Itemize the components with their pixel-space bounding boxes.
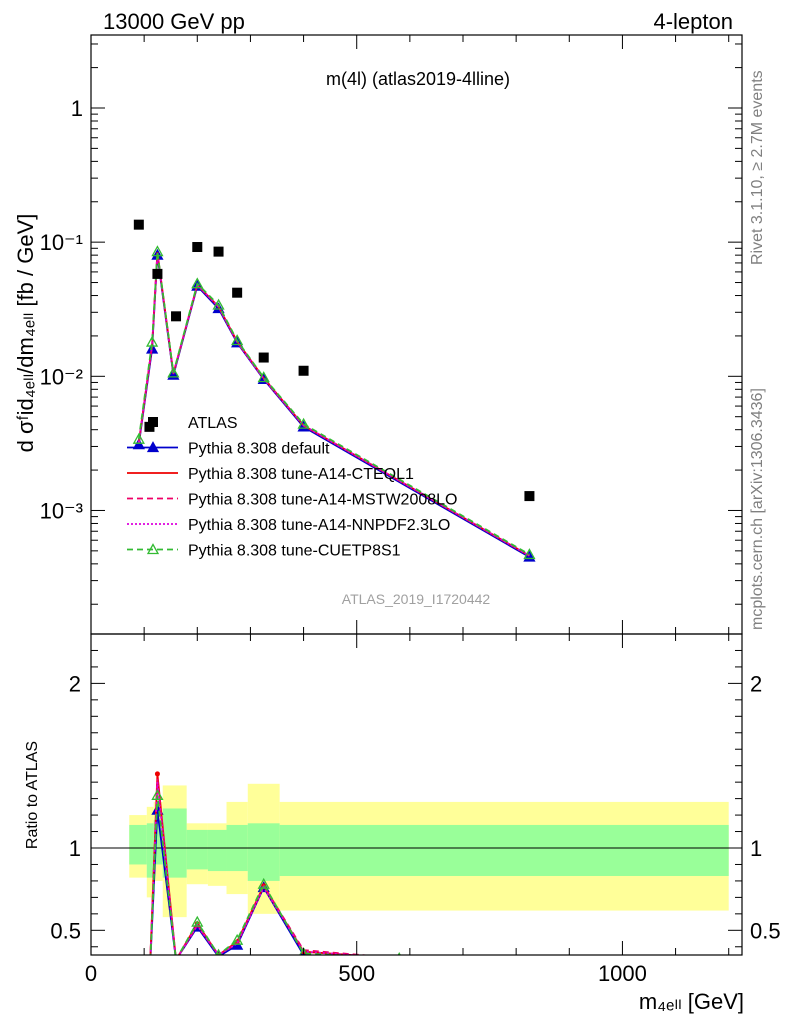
legend-entry: ATLAS (188, 415, 238, 432)
ratio-series-line-4 (149, 795, 353, 955)
ratio-series-marker-4 (299, 947, 309, 955)
ratio-series-marker-0 (144, 975, 154, 984)
legend-entry: Pythia 8.308 tune-A14-NNPDF2.3LO (188, 517, 450, 534)
legend-marker (146, 441, 160, 453)
ratio-band-inner (207, 829, 227, 872)
ratio-band-inner (162, 808, 187, 878)
main-series-line-4 (137, 251, 530, 556)
main-y-tick-label: 1 (71, 96, 83, 121)
ratio-series-marker-1 (174, 957, 179, 962)
ratio-series-marker-4 (231, 933, 244, 945)
ratio-series-marker-4 (151, 788, 164, 800)
data-point (213, 246, 224, 257)
rivet-label: Rivet 3.1.10, ≥ 2.7M events (749, 70, 766, 265)
ratio-series-marker-4 (191, 915, 204, 927)
header-right: 4-lepton (653, 9, 733, 34)
data-point (133, 219, 144, 230)
main-series-marker-4 (231, 334, 244, 346)
ratio-axis-ticks: 0.5 0.5 1 1 2 2 0 500 1000 (50, 634, 781, 986)
ratio-y-tick-label-right: 1 (750, 836, 762, 861)
main-y-tick-label: 10⁻¹ (40, 230, 83, 255)
main-series-marker-4 (167, 366, 180, 378)
ratio-series-line-3 (149, 782, 365, 955)
main-series-line-0 (137, 255, 530, 558)
main-series-marker-4 (132, 432, 145, 444)
ratio-series-marker-1 (154, 771, 160, 777)
header-left: 13000 GeV pp (103, 9, 245, 34)
data-point (152, 268, 163, 279)
main-series-marker-4 (297, 417, 310, 429)
legend: ATLAS Pythia 8.308 default Pythia 8.308 tu… (127, 415, 457, 560)
ratio-frame (90, 633, 743, 956)
ratio-series-marker-4 (144, 975, 154, 984)
ratio-y-tick-label-right: 2 (750, 671, 762, 696)
ratio-band-inner (153, 820, 163, 865)
main-y-tick-label: 10⁻³ (40, 498, 83, 523)
ratio-y-tick-label: 0.5 (50, 918, 81, 943)
ratio-series-marker-1 (147, 977, 152, 982)
main-series-marker-4 (257, 371, 270, 383)
main-series-marker-4 (151, 245, 164, 257)
main-series-marker-0 (132, 438, 145, 450)
data-point (171, 311, 182, 322)
ratio-y-axis-label: Ratio to ATLAS (24, 741, 41, 849)
legend-entry: Pythia 8.308 tune-CUETP8S1 (188, 543, 401, 560)
data-point (192, 242, 203, 253)
legend-marker (146, 543, 160, 555)
ratio-band-inner (129, 824, 147, 865)
analysis-label: ATLAS_2019_I1720442 (342, 591, 491, 607)
main-series-line-1 (137, 252, 530, 557)
ratio-plot-area (91, 771, 742, 984)
main-plot-area (132, 219, 536, 562)
main-series-marker-4 (523, 548, 536, 560)
main-y-axis-label: d σᶠid₄ₑₗₗ/dm₄ₑₗₗ [fb / GeV] (13, 214, 38, 453)
legend-entry: Pythia 8.308 tune-A14-CTEQL1 (188, 466, 414, 483)
main-series-marker-4 (191, 277, 204, 289)
main-title: m(4l) (atlas2019-4lline) (326, 69, 510, 89)
legend-marker-data (148, 417, 158, 427)
data-point (258, 352, 269, 363)
main-axis-ticks: 1 10⁻¹ 10⁻² 10⁻³ (40, 35, 742, 634)
ratio-y-tick-label: 1 (69, 836, 81, 861)
legend-entry: Pythia 8.308 default (188, 441, 330, 458)
main-series-marker-4 (212, 298, 225, 310)
ratio-band-inner (279, 824, 729, 876)
main-series-marker-4 (146, 335, 159, 347)
ratio-band-inner (247, 823, 280, 881)
legend-entry: Pythia 8.308 tune-A14-MSTW2008LO (188, 492, 457, 509)
main-series-line-3 (137, 253, 530, 557)
main-panel: 1 10⁻¹ 10⁻² 10⁻³ m(4l) (atlas2019-4lline) A… (13, 34, 743, 635)
mcplots-label: mcplots.cern.ch [arXiv:1306.3436] (749, 388, 766, 630)
ratio-series-marker-1 (397, 956, 402, 961)
ratio-series-marker-0 (175, 953, 177, 955)
main-y-tick-label: 10⁻² (40, 364, 83, 389)
ratio-panel: 0.5 0.5 1 1 2 2 0 500 1000 Ratio to ATLAS m₄ₑₗₗ … (24, 633, 781, 1014)
ratio-y-tick-label: 2 (69, 671, 81, 696)
ratio-series-line-0 (149, 809, 322, 955)
main-series-line-2 (137, 252, 530, 557)
x-axis-label: m₄ₑₗₗ [GeV] (639, 989, 744, 1014)
ratio-series-marker-4 (175, 953, 177, 955)
x-tick-label: 500 (338, 961, 375, 986)
data-point (298, 365, 309, 376)
ratio-series-marker-4 (257, 877, 270, 889)
x-tick-label: 1000 (598, 961, 647, 986)
ratio-band-inner (146, 823, 154, 878)
ratio-series-marker-0 (398, 953, 401, 955)
ratio-band-inner (186, 829, 208, 870)
data-point (524, 491, 535, 502)
x-tick-label: 0 (85, 961, 97, 986)
ratio-y-tick-label-right: 0.5 (750, 918, 781, 943)
data-point (232, 287, 243, 298)
